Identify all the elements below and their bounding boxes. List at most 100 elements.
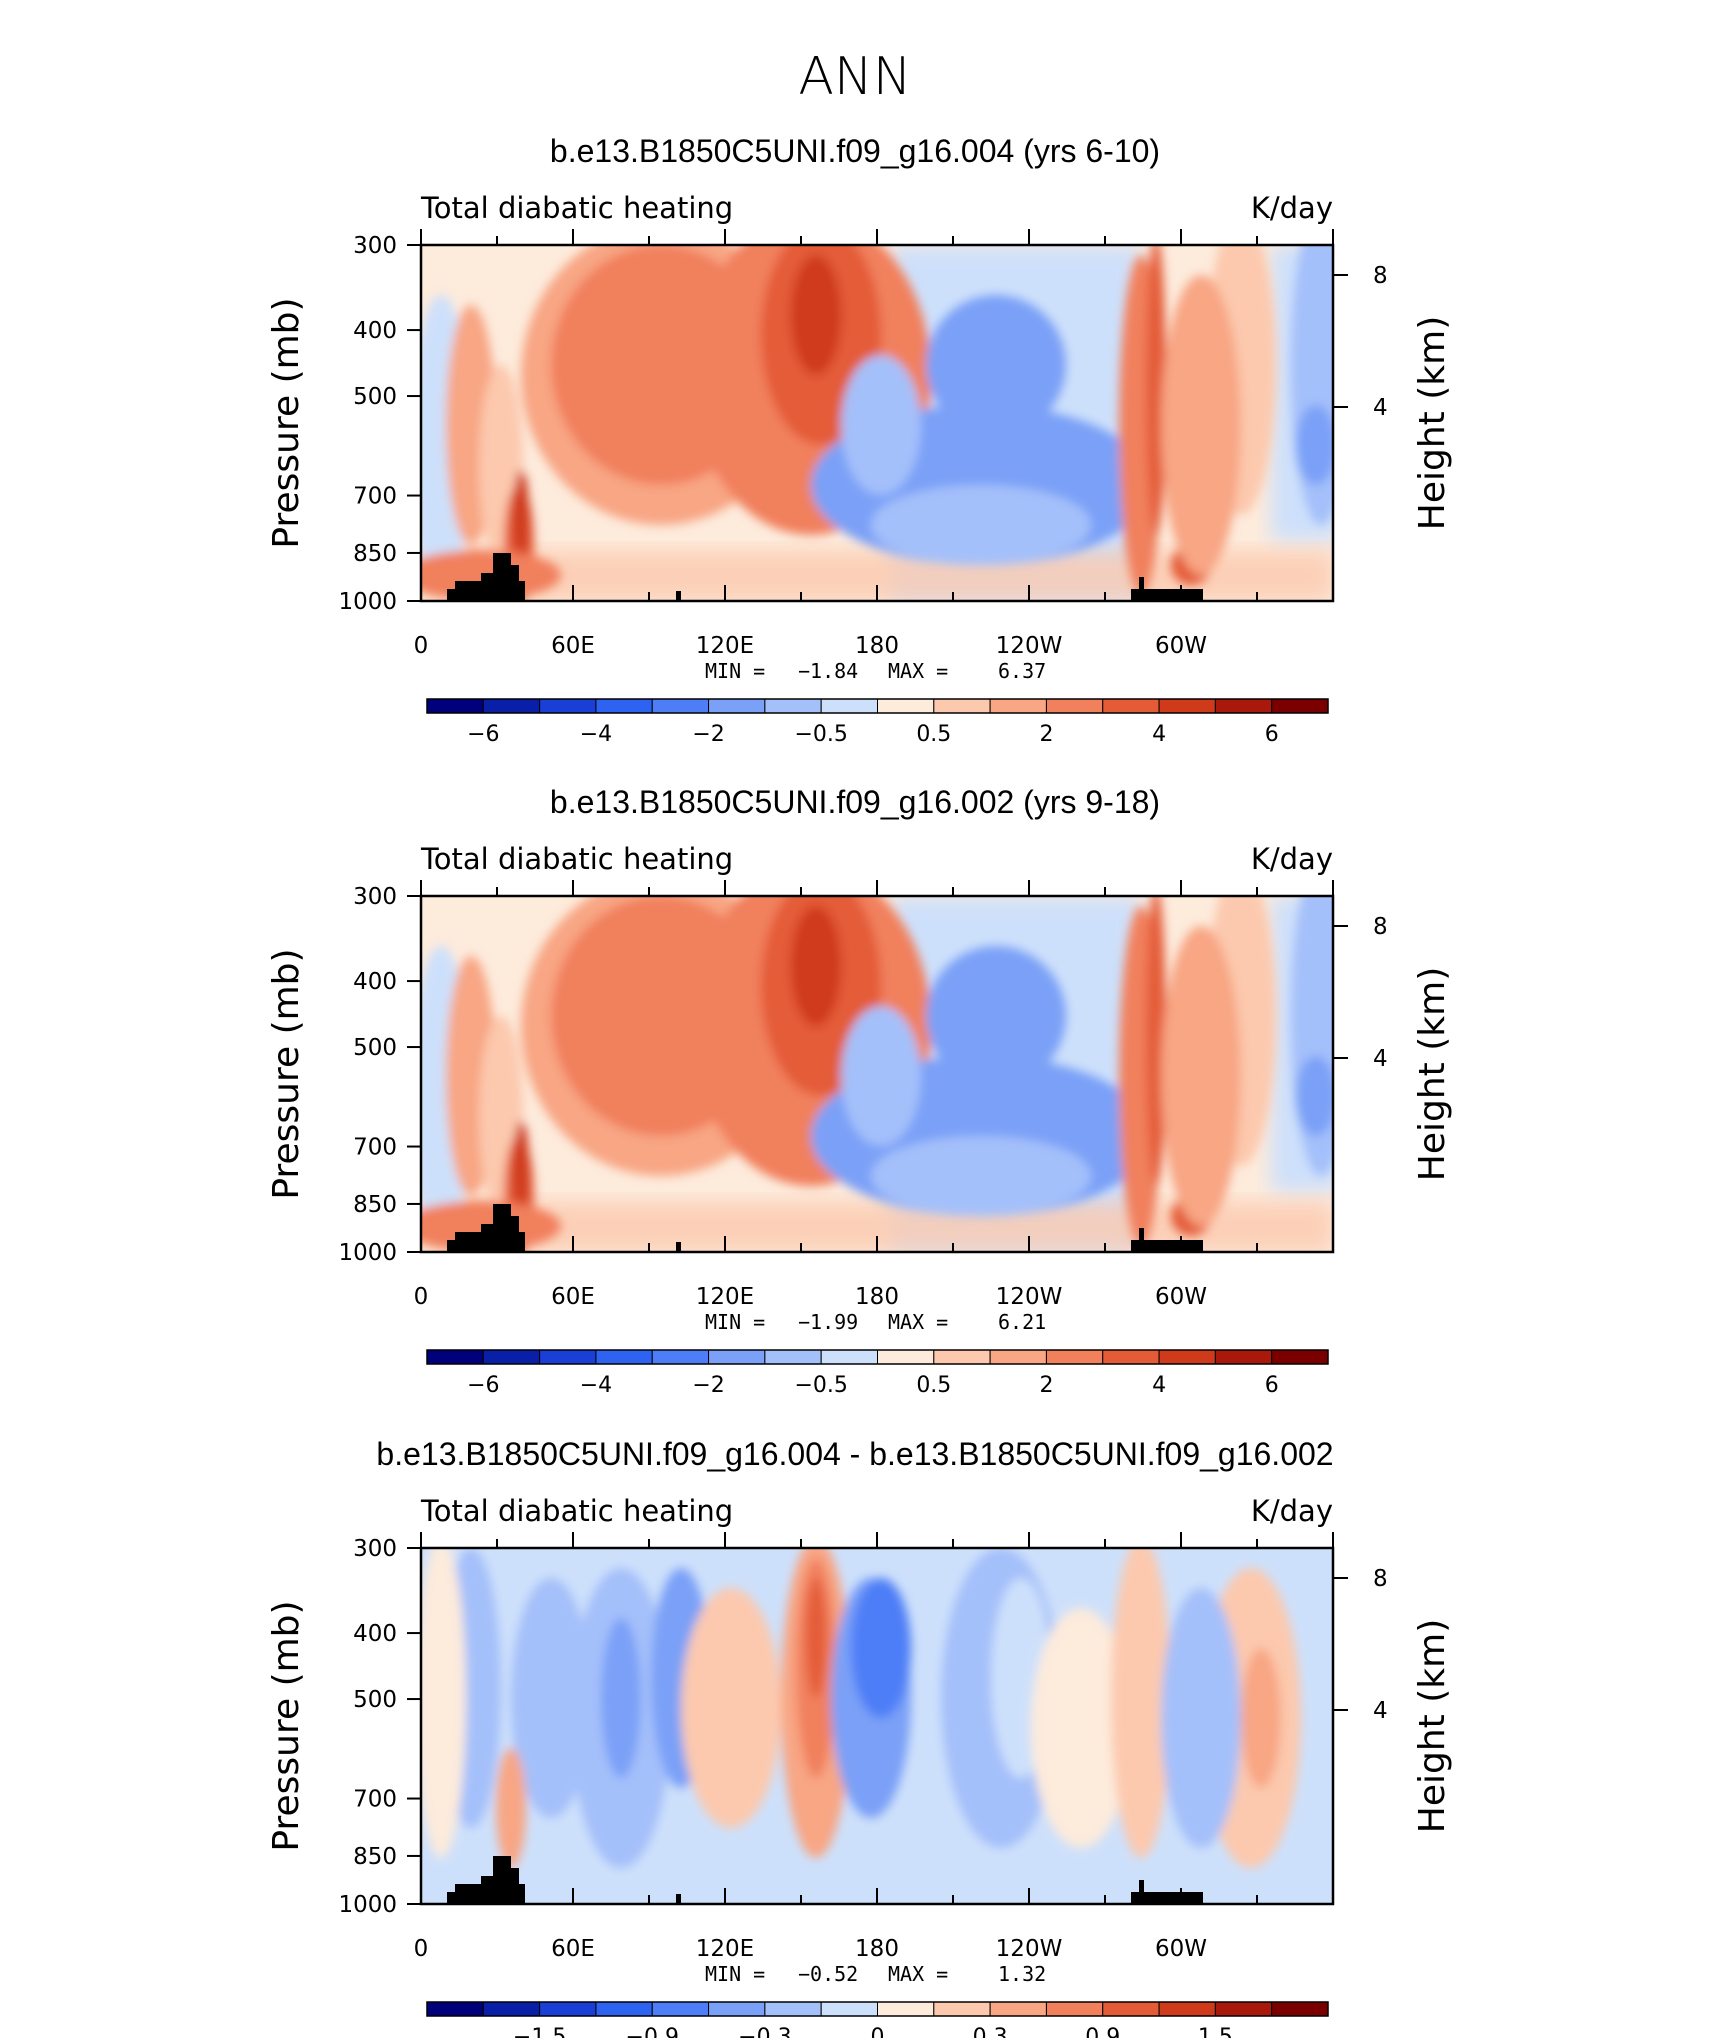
min-label: MIN =: [705, 1962, 765, 1986]
topography-shape: [1131, 1880, 1203, 1904]
colorbar-swatch: [1214, 2001, 1273, 2017]
colorbar-swatch: [539, 2001, 597, 2017]
topography: [447, 553, 1203, 601]
colorbar-label: −4: [580, 1373, 612, 1398]
min-value: −1.99: [798, 1310, 858, 1334]
contour-region: [1146, 245, 1166, 535]
y-axis-title: Pressure (mb): [266, 1600, 307, 1851]
colorbar-label: 4: [1152, 1373, 1166, 1398]
topography-shape: [676, 1894, 681, 1904]
colorbar-label: 4: [1152, 722, 1166, 747]
colorbar-swatch: [933, 698, 991, 714]
colorbar-swatch: [764, 698, 822, 714]
colorbar-label: 6: [1265, 1373, 1279, 1398]
y-right-axis-title: Height (km): [1412, 1619, 1453, 1833]
y-tick-label: 700: [353, 1135, 397, 1161]
colorbar-swatch: [1214, 1349, 1273, 1365]
max-label: MAX =: [888, 1310, 948, 1334]
colorbar-label: 2: [1039, 1373, 1053, 1398]
colorbar-swatch: [1158, 698, 1216, 714]
contour-region: [511, 1578, 591, 1818]
contour-region: [1111, 1548, 1171, 1858]
topography-shape: [1131, 577, 1203, 601]
panel-title: b.e13.B1850C5UNI.f09_g16.004 (yrs 6-10): [550, 133, 1160, 169]
x-tick-label: 0: [414, 633, 429, 659]
x-tick-label: 0: [414, 1936, 429, 1962]
x-tick-label: 120E: [696, 633, 754, 659]
x-tick-label: 60E: [551, 1936, 595, 1962]
x-tick-label: 180: [855, 1936, 899, 1962]
contour-region: [513, 470, 529, 560]
colorbar-swatch: [820, 2001, 878, 2017]
contour-region: [1161, 275, 1241, 575]
colorbar-swatch: [426, 1349, 484, 1365]
min-value: −1.84: [798, 659, 858, 683]
colorbar-swatch: [708, 698, 766, 714]
x-axis: 0 60E 120E 180 120W 60W: [414, 880, 1334, 1310]
colorbar-swatch: [426, 2001, 484, 2017]
y-axis-title: Pressure (mb): [266, 297, 307, 548]
max-value: 6.21: [998, 1310, 1046, 1334]
topography-shape: [447, 1856, 525, 1904]
colorbar-label: 2: [1039, 722, 1053, 747]
colorbar-swatch: [482, 698, 541, 714]
y-tick-label: 700: [353, 484, 397, 510]
colorbar-swatch: [877, 2001, 935, 2017]
colorbar-label: 0.5: [916, 722, 951, 747]
contour-region: [496, 1748, 526, 1868]
colorbar-swatch: [482, 2001, 541, 2017]
contour-region: [926, 295, 1066, 435]
y-axis-right: 8 4 Height (km): [1333, 914, 1453, 1181]
colorbar-swatch: [539, 1349, 597, 1365]
y-tick-label: 850: [353, 541, 397, 567]
x-tick-label: 60W: [1155, 633, 1207, 659]
contour-region: [513, 1121, 529, 1211]
x-tick-label: 60E: [551, 1284, 595, 1310]
topography-shape: [447, 1204, 525, 1252]
colorbar-label: 0: [871, 2025, 885, 2038]
contour-region: [1161, 926, 1241, 1226]
contour-region: [681, 1588, 781, 1828]
x-tick-label: 120W: [996, 633, 1063, 659]
colorbar-swatch: [933, 2001, 991, 2017]
colorbar-label: −0.9: [626, 2025, 679, 2038]
colorbar-label: −6: [467, 1373, 499, 1398]
y-tick-label: 500: [353, 1035, 397, 1061]
colorbar-swatch: [651, 2001, 710, 2017]
colorbar-swatch: [1271, 1349, 1329, 1365]
min-label: MIN =: [705, 1310, 765, 1334]
colorbar-swatch: [877, 1349, 935, 1365]
panel-1: b.e13.B1850C5UNI.f09_g16.004 (yrs 6-10) T…: [266, 133, 1453, 747]
contour-region: [851, 1578, 911, 1718]
figure-title: ANN: [798, 47, 911, 107]
panels: b.e13.B1850C5UNI.f09_g16.004 (yrs 6-10) T…: [266, 133, 1453, 2038]
contour-region: [791, 906, 841, 1026]
x-tick-label: 120E: [696, 1284, 754, 1310]
y-right-tick-label: 8: [1373, 914, 1388, 940]
panel-title: b.e13.B1850C5UNI.f09_g16.002 (yrs 9-18): [550, 784, 1160, 820]
colorbar-frame: [426, 2001, 1329, 2017]
y-tick-label: 1000: [338, 1892, 397, 1918]
topography-shape: [1131, 1228, 1203, 1252]
x-tick-label: 60W: [1155, 1936, 1207, 1962]
contour-region: [871, 1136, 1091, 1216]
y-tick-label: 1000: [338, 589, 397, 615]
colorbar-swatch: [1158, 1349, 1216, 1365]
x-tick-label: 120W: [996, 1284, 1063, 1310]
contour-region: [841, 1006, 921, 1146]
colorbar-label: 0.3: [973, 2025, 1008, 2038]
colorbar-label: −2: [692, 1373, 724, 1398]
colorbar-swatch: [820, 698, 878, 714]
x-tick-label: 0: [414, 1284, 429, 1310]
topography-shape: [447, 553, 525, 601]
colorbar-label: 6: [1265, 722, 1279, 747]
contour-region: [1296, 405, 1333, 485]
colorbar-swatch: [651, 1349, 710, 1365]
y-right-tick-label: 8: [1373, 1566, 1388, 1592]
x-tick-label: 120W: [996, 1936, 1063, 1962]
contour-region: [871, 485, 1091, 565]
x-tick-label: 60W: [1155, 1284, 1207, 1310]
min-max: MIN = −0.52 MAX = 1.32: [705, 1962, 1046, 1986]
contour-region: [841, 355, 921, 495]
